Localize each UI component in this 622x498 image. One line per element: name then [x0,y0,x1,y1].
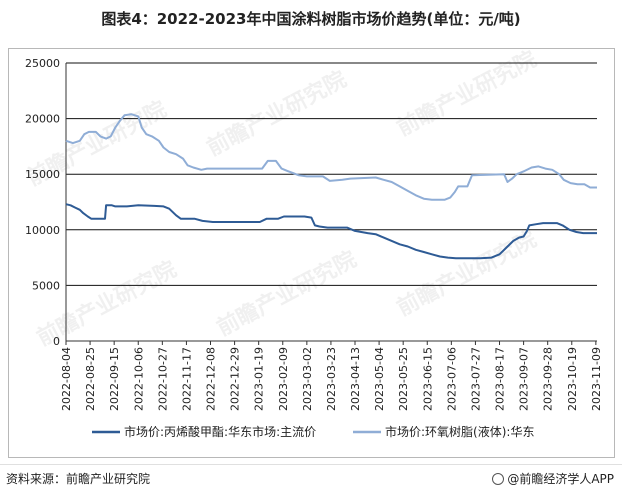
x-tick-label: 2022-10-27 [156,347,169,411]
series-line-1 [65,203,597,260]
y-tick-label: 15000 [25,168,60,181]
legend-item-2: 市场价:环氧树脂(液体):华东 [353,424,534,439]
x-tick-label: 2023-03-23 [325,347,338,411]
x-tick-label: 2023-07-27 [469,347,482,411]
watermark-text: 前瞻产业研究院 [393,226,541,321]
y-tick-label: 25000 [25,57,60,70]
y-tick-label: 20000 [25,113,60,126]
x-tick-label: 2022-10-06 [132,347,145,411]
brand-credit: @前瞻经济学人APP [492,470,614,487]
x-tick-label: 2023-10-19 [566,347,579,411]
y-tick-label: 5000 [32,279,60,292]
series-line-2 [65,113,597,201]
x-tick-label: 2022-12-29 [229,347,242,411]
y-tick-label: 0 [53,335,60,348]
watermark-text: 前瞻产业研究院 [203,66,351,161]
brand-text: @前瞻经济学人APP [507,472,614,486]
chart-title: 图表4：2022-2023年中国涂料树脂市场价趋势(单位：元/吨) [101,10,521,28]
x-tick-label: 2023-05-04 [373,347,386,411]
x-tick-label: 2023-02-09 [277,347,290,411]
x-tick-label: 2023-04-13 [349,347,362,411]
x-tick-label: 2023-01-19 [253,347,266,411]
x-tick-label: 2023-06-15 [421,347,434,411]
x-tick-label: 2023-03-02 [301,347,314,411]
footer-divider [0,464,622,465]
legend-item-1: 市场价:丙烯酸甲酯:华东市场:主流价 [92,424,316,439]
x-tick-label: 2023-11-09 [590,347,603,411]
x-tick-label: 2023-05-25 [397,347,410,411]
gridlines [66,62,597,342]
x-tick-label: 2023-09-28 [542,347,555,411]
circle-logo-icon [492,473,505,485]
watermark-text: 前瞻产业研究院 [213,246,361,341]
x-axis: 2022-08-04 2022-08-25 2022-09-15 2022-10-06… [60,341,603,411]
x-tick-label: 2022-08-25 [84,347,97,411]
chart-frame [8,48,615,458]
x-tick-label: 2022-12-08 [205,347,218,411]
x-tick-label: 2023-07-06 [445,347,458,411]
legend: 市场价:丙烯酸甲酯:华东市场:主流价 市场价:环氧树脂(液体):华东 [92,424,534,439]
watermark-text: 前瞻产业研究院 [393,46,541,141]
x-tick-label: 2023-08-17 [494,347,507,411]
x-tick-label: 2022-09-15 [108,347,121,411]
x-tick-label: 2022-11-17 [180,347,193,411]
source-note: 资料来源：前瞻产业研究院 [6,472,151,486]
series-lines [65,113,597,260]
y-tick-label: 10000 [25,224,60,237]
y-axis: 0 5000 10000 15000 20000 25000 [25,57,67,348]
legend-label: 市场价:丙烯酸甲酯:华东市场:主流价 [124,424,316,439]
x-tick-label: 2022-08-04 [60,347,73,411]
x-tick-label: 2023-09-07 [518,347,531,411]
legend-label: 市场价:环氧树脂(液体):华东 [385,424,534,439]
